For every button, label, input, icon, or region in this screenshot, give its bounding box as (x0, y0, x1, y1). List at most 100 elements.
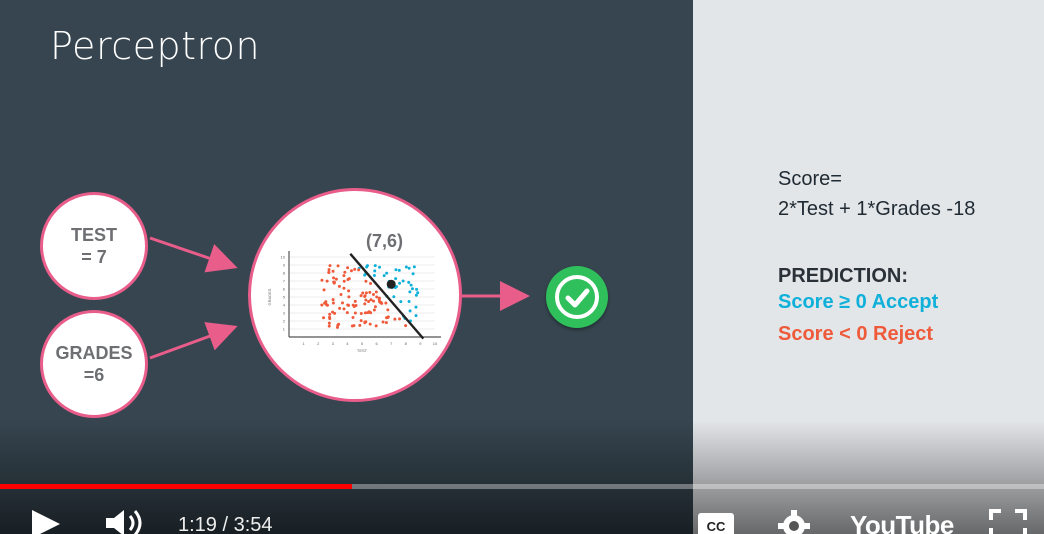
scatter-point (414, 305, 418, 309)
scatter-point (364, 279, 368, 283)
youtube-logo[interactable]: YouTube (850, 510, 954, 534)
scatter-point (320, 278, 324, 282)
scatter-point (342, 279, 346, 283)
highlight-point (386, 279, 396, 289)
prediction-title: PREDICTION: (778, 265, 908, 287)
scatter-point (401, 279, 405, 283)
scatter-point (382, 274, 386, 278)
progress-bar[interactable] (0, 484, 1044, 489)
scatter-point (397, 268, 401, 272)
scatter-point (377, 296, 381, 300)
scatter-point (352, 324, 356, 328)
scatter-point (369, 298, 373, 302)
scatter-point (392, 295, 396, 299)
scatter-point (327, 324, 331, 328)
point-label: (7,6) (366, 231, 404, 251)
scatter-point (408, 309, 412, 313)
score-formula-line1: Score= (778, 168, 842, 190)
scatter-point (386, 308, 390, 312)
scatter-point (363, 294, 367, 298)
scatter-point (342, 274, 346, 278)
arrow-test-to-perceptron (149, 236, 238, 273)
scatter-point (322, 288, 326, 292)
perceptron-node: 1 2 3 4 5 6 7 8 9 10 1 2 3 4 5 6 7 8 9 10 TEST GRADES (248, 188, 462, 402)
fullscreen-icon[interactable] (988, 508, 1028, 534)
scatter-point (327, 268, 331, 272)
score-formula: Score= 2*Test + 1*Grades -18 (778, 164, 975, 224)
scatter-point (385, 271, 389, 275)
scatter-point (336, 264, 340, 268)
scatter-point (374, 290, 378, 294)
scatter-point (415, 287, 419, 291)
scatter-point (352, 304, 356, 308)
scatter-point (367, 300, 371, 304)
captions-label: CC (707, 519, 726, 534)
scatter-point (334, 277, 338, 281)
scatter-point (331, 301, 335, 305)
scatter-point (398, 317, 402, 321)
x-tick-label: 2 (317, 341, 320, 346)
scatter-point (338, 306, 342, 310)
controls-gradient (0, 420, 1044, 534)
scatter-point (359, 294, 363, 298)
scatter-point (363, 302, 367, 306)
x-tick-label: 6 (375, 341, 378, 346)
scatter-point (399, 300, 403, 304)
scatter-point (346, 266, 350, 270)
scatter-point (328, 312, 332, 316)
scatter-point (363, 311, 367, 315)
reject-rule: Score < 0 Reject (778, 323, 934, 345)
score-formula-line2: 2*Test + 1*Grades -18 (778, 198, 976, 220)
scatter-point (364, 291, 368, 295)
scatter-point (410, 287, 414, 291)
scatter-point (328, 317, 332, 321)
volume-icon[interactable] (104, 508, 150, 534)
captions-icon[interactable]: CC (697, 512, 735, 534)
scatter-point (339, 292, 343, 296)
x-tick-label: 4 (346, 341, 349, 346)
x-axis-label: TEST (357, 348, 368, 353)
connector-arrows (149, 236, 530, 360)
scatter-point (336, 323, 340, 327)
scatter-point (407, 266, 411, 270)
settings-icon[interactable] (776, 508, 812, 534)
scatter-point (384, 301, 388, 305)
scatter-point (361, 291, 365, 295)
scatter-point (369, 282, 373, 286)
scatter-point (358, 323, 362, 327)
decision-boundary-line (349, 253, 425, 340)
scatter-point (349, 269, 353, 273)
check-icon (546, 266, 608, 328)
scatter-point (375, 295, 379, 299)
scatter-point (345, 311, 349, 315)
scatter-point (327, 270, 331, 274)
scatter-point (364, 298, 368, 302)
scatter-point (353, 299, 357, 303)
scatter-point (394, 277, 398, 281)
scatter-point (412, 265, 416, 269)
x-tick-label: 7 (390, 341, 393, 346)
scatter-point (372, 299, 376, 303)
scatter-point (404, 324, 408, 328)
scatter-point (381, 320, 385, 324)
x-tick-label: 10 (433, 341, 438, 346)
scatter-point (384, 321, 388, 325)
scatter-point (320, 303, 324, 307)
scatter-point (386, 315, 390, 319)
play-icon[interactable] (28, 506, 64, 534)
scatter-point (374, 324, 378, 328)
scatter-point (409, 283, 413, 287)
scatter-point (416, 291, 420, 295)
scatter-point (335, 325, 339, 329)
scatter-point (373, 269, 377, 273)
scatter-point (398, 281, 402, 285)
scatter-point (322, 316, 326, 320)
scatter-point (342, 286, 346, 290)
y-tick-label: 7 (283, 279, 286, 284)
x-tick-label: 5 (361, 341, 364, 346)
y-tick-label: 3 (283, 311, 286, 316)
x-tick-label: 3 (332, 341, 335, 346)
scatter-point (373, 264, 377, 268)
input-node-test-label: TEST = 7 (70, 225, 117, 267)
